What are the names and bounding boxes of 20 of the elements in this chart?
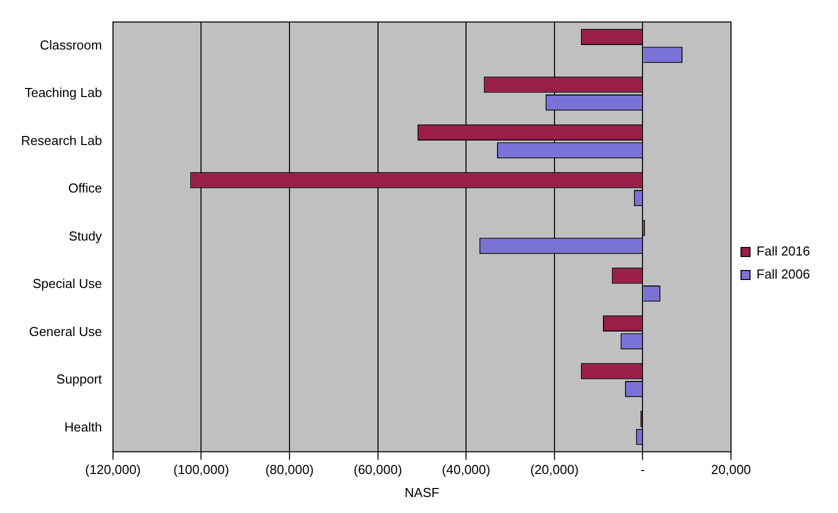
x-tick-label: (120,000): [85, 462, 141, 478]
legend-label: Fall 2016: [756, 244, 810, 259]
x-tick-label: (60,000): [354, 462, 402, 478]
x-tick-label: 20,000: [711, 462, 751, 478]
y-tick-label: Support: [56, 372, 102, 387]
x-tick-label: (100,000): [173, 462, 230, 478]
x-tick-label: (40,000): [442, 462, 490, 478]
y-tick-label: Research Lab: [20, 132, 102, 148]
x-tick-label: -: [640, 462, 645, 478]
y-tick-label: Health: [64, 420, 102, 434]
y-tick-label: Special Use: [32, 276, 102, 292]
y-tick-label: Teaching Lab: [24, 85, 102, 100]
x-axis-title: NASF: [404, 484, 440, 500]
x-tick-label: (80,000): [265, 462, 314, 478]
y-tick-label: Study: [68, 228, 102, 244]
x-tick-label: (20,000): [530, 462, 579, 478]
y-tick-label: General Use: [28, 324, 102, 339]
y-tick-label: Classroom: [40, 37, 102, 52]
y-tick-label: Office: [68, 180, 102, 196]
legend-label: Fall 2006: [756, 266, 810, 282]
